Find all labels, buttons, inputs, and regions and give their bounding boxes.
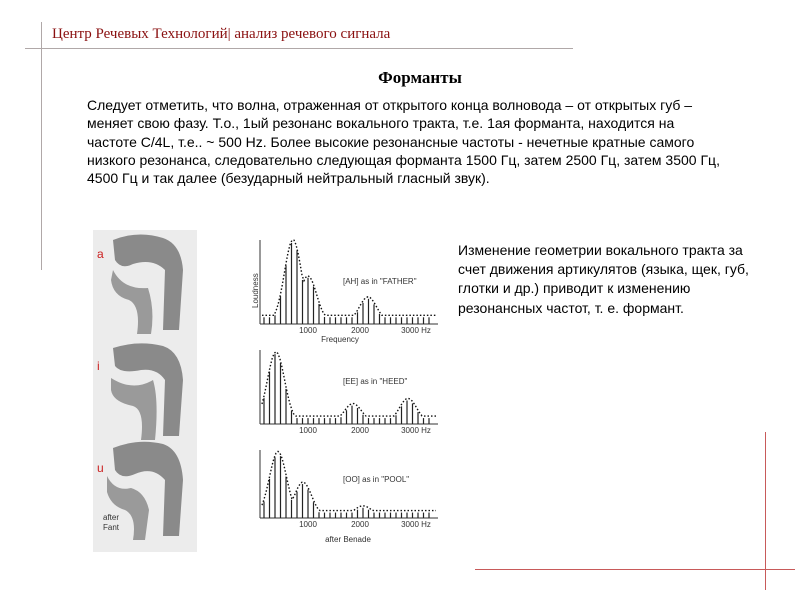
tract-credit-line2: Fant (103, 523, 120, 532)
bottom-right-vertical-rule (765, 432, 766, 590)
vocal-tract-u: u (97, 441, 183, 540)
tick-label: 3000 Hz (401, 326, 431, 335)
spectra-credit: after Benade (325, 535, 371, 544)
tick-label: 1000 (299, 326, 317, 335)
ylabel-loudness: Loudness (251, 273, 260, 308)
vowel-letter-u: u (97, 461, 104, 475)
vowel-letter-i: i (97, 359, 100, 373)
spectrum-oo: 1000 2000 3000 Hz [OO] as in "POOL" (259, 450, 438, 529)
tick-label: 1000 (299, 520, 317, 529)
vocal-tract-i: i (97, 343, 183, 440)
header-underline-rule (25, 48, 573, 49)
spectral-envelope (262, 239, 436, 316)
slide-title: Форманты (378, 68, 462, 87)
tick-label: 1000 (299, 426, 317, 435)
body-paragraph: Следует отметить, что волна, отраженная … (87, 97, 720, 187)
formant-spectra: 1000 2000 3000 Hz [AH] as in "FATHER" 1000 2… (251, 239, 438, 544)
tick-label: 3000 Hz (401, 520, 431, 529)
tick-label: 2000 (351, 520, 369, 529)
spectrum-label: [AH] as in "FATHER" (343, 277, 417, 286)
vocal-tract-a: a (97, 234, 183, 334)
tick-label: 3000 Hz (401, 426, 431, 435)
xlabel-frequency: Frequency (321, 335, 359, 344)
side-note: Изменение геометрии вокального тракта за… (458, 242, 749, 316)
spectrum-ah: 1000 2000 3000 Hz [AH] as in "FATHER" (259, 239, 438, 335)
spectrum-label: [EE] as in "HEED" (343, 377, 408, 386)
vowel-letter-a: a (97, 247, 104, 261)
tick-label: 2000 (351, 426, 369, 435)
spectral-envelope (261, 350, 436, 417)
spectrum-label: [OO] as in "POOL" (343, 475, 409, 484)
spectrum-ee: 1000 2000 3000 Hz [EE] as in "HEED" (259, 350, 438, 435)
vocal-tract-figures: a i u after Fant (93, 230, 197, 552)
tract-credit-line1: after (103, 513, 119, 522)
bottom-right-horizontal-rule (475, 569, 795, 570)
header-title: Центр Речевых Технологий| анализ речевог… (52, 26, 391, 42)
tick-label: 2000 (351, 326, 369, 335)
left-vertical-rule (41, 22, 42, 270)
